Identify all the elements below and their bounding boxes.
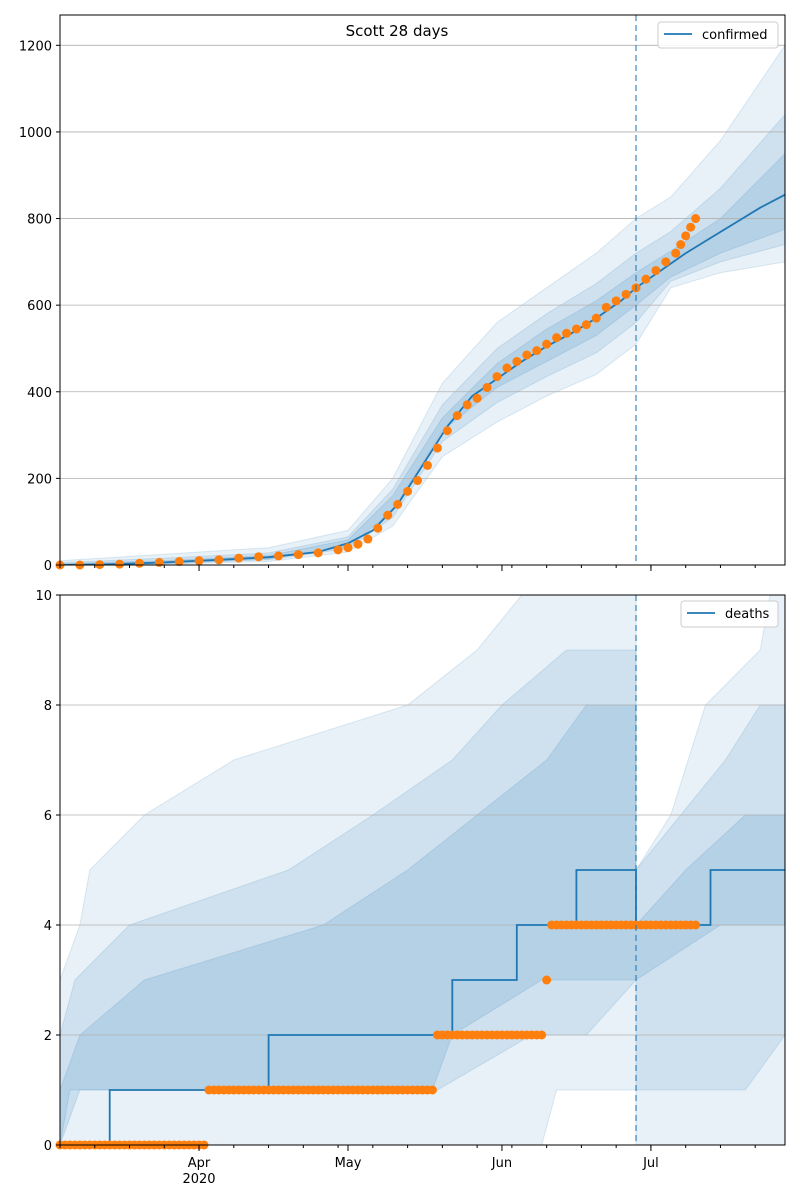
- legend-label: deaths: [725, 607, 770, 622]
- data-point-27: [462, 400, 472, 410]
- chart-title: Scott 28 days: [346, 22, 449, 40]
- data-point-14: [333, 545, 343, 555]
- y-tick-label: 0: [44, 1139, 52, 1154]
- data-point-4-2020-07-10: [691, 920, 701, 930]
- y-tick-label: 4: [44, 919, 52, 934]
- data-point-30: [492, 372, 502, 382]
- legend-label: confirmed: [702, 28, 768, 43]
- data-point-6: [174, 557, 184, 567]
- y-tick-label: 1200: [19, 39, 52, 54]
- data-point-39: [581, 320, 591, 330]
- data-point-12: [293, 550, 303, 560]
- confirmed-legend: confirmed: [657, 21, 779, 49]
- data-point-1-2020-05-18: [427, 1085, 437, 1095]
- uncertainty-band-1: [60, 113, 785, 565]
- data-point-40: [591, 313, 601, 323]
- data-point-3-2020-06-10: [542, 975, 552, 985]
- data-point-25: [442, 426, 452, 436]
- y-tick-label: 0: [44, 559, 52, 574]
- data-point-33: [522, 350, 532, 360]
- data-point-29: [482, 382, 492, 392]
- data-point-28: [472, 393, 482, 403]
- data-point-10: [254, 552, 264, 562]
- legend-frame: [657, 21, 779, 49]
- confirmed-chart: 0 200 400 600 800 1000 1200 Scott 28 days conf…: [19, 14, 786, 574]
- data-point-50: [681, 231, 691, 241]
- y-tick-label: 800: [27, 213, 52, 228]
- x-tick-sublabel: 2020: [182, 1172, 215, 1187]
- data-point-2-2020-06-09: [537, 1030, 547, 1040]
- y-tick-label: 600: [27, 299, 52, 314]
- y-tick-label: 8: [44, 699, 52, 714]
- data-point-31: [502, 363, 512, 373]
- uncertainty-band-0: [60, 595, 785, 1145]
- data-point-36: [552, 333, 562, 343]
- x-tick-label: May: [335, 1156, 362, 1171]
- data-point-4: [134, 558, 144, 568]
- data-point-45: [641, 274, 651, 284]
- x-tick-label: Apr: [188, 1156, 211, 1171]
- data-point-23: [422, 460, 432, 470]
- y-tick-label: 200: [27, 472, 52, 487]
- data-point-15: [343, 543, 353, 553]
- data-point-9: [234, 553, 244, 563]
- data-point-47: [661, 257, 671, 267]
- data-point-8: [214, 555, 224, 565]
- data-point-20: [393, 499, 403, 509]
- confirmed-axes: 0 200 400 600 800 1000 1200: [19, 14, 786, 574]
- x-tick-label: Jul: [642, 1156, 659, 1171]
- deaths-legend: deaths: [680, 600, 779, 628]
- data-point-35: [542, 339, 552, 349]
- data-point-42: [611, 296, 621, 306]
- y-tick-label: 10: [35, 589, 52, 604]
- data-point-19: [383, 510, 393, 520]
- data-point-17: [363, 534, 373, 544]
- data-point-7: [194, 556, 204, 566]
- deaths-points: [55, 920, 701, 1150]
- x-tick-label: Jun: [491, 1156, 512, 1171]
- data-point-32: [512, 356, 522, 366]
- data-point-26: [452, 411, 462, 421]
- data-point-34: [532, 346, 542, 356]
- axes-frame: [59, 594, 786, 1146]
- data-point-18: [373, 523, 383, 533]
- y-tick-label: 400: [27, 386, 52, 401]
- legend-frame: [680, 600, 779, 628]
- data-point-46: [651, 266, 661, 276]
- data-point-48: [671, 248, 681, 258]
- confirmed-points: [55, 214, 701, 570]
- data-point-38: [571, 324, 581, 334]
- axes-frame: [59, 14, 786, 566]
- data-point-16: [353, 539, 363, 549]
- data-point-11: [273, 551, 283, 561]
- data-point-21: [403, 486, 413, 496]
- y-tick-label: 1000: [19, 126, 52, 141]
- data-point-41: [601, 302, 611, 312]
- data-point-52: [691, 214, 701, 224]
- data-point-37: [562, 328, 572, 338]
- data-point-5: [154, 557, 164, 567]
- y-tick-label: 2: [44, 1029, 52, 1044]
- data-point-22: [413, 476, 423, 486]
- data-point-13: [313, 548, 323, 558]
- data-point-24: [432, 443, 442, 453]
- data-point-3: [115, 559, 125, 569]
- data-point-43: [621, 289, 631, 299]
- data-point-51: [686, 222, 696, 232]
- y-tick-label: 6: [44, 809, 52, 824]
- data-point-49: [676, 240, 686, 250]
